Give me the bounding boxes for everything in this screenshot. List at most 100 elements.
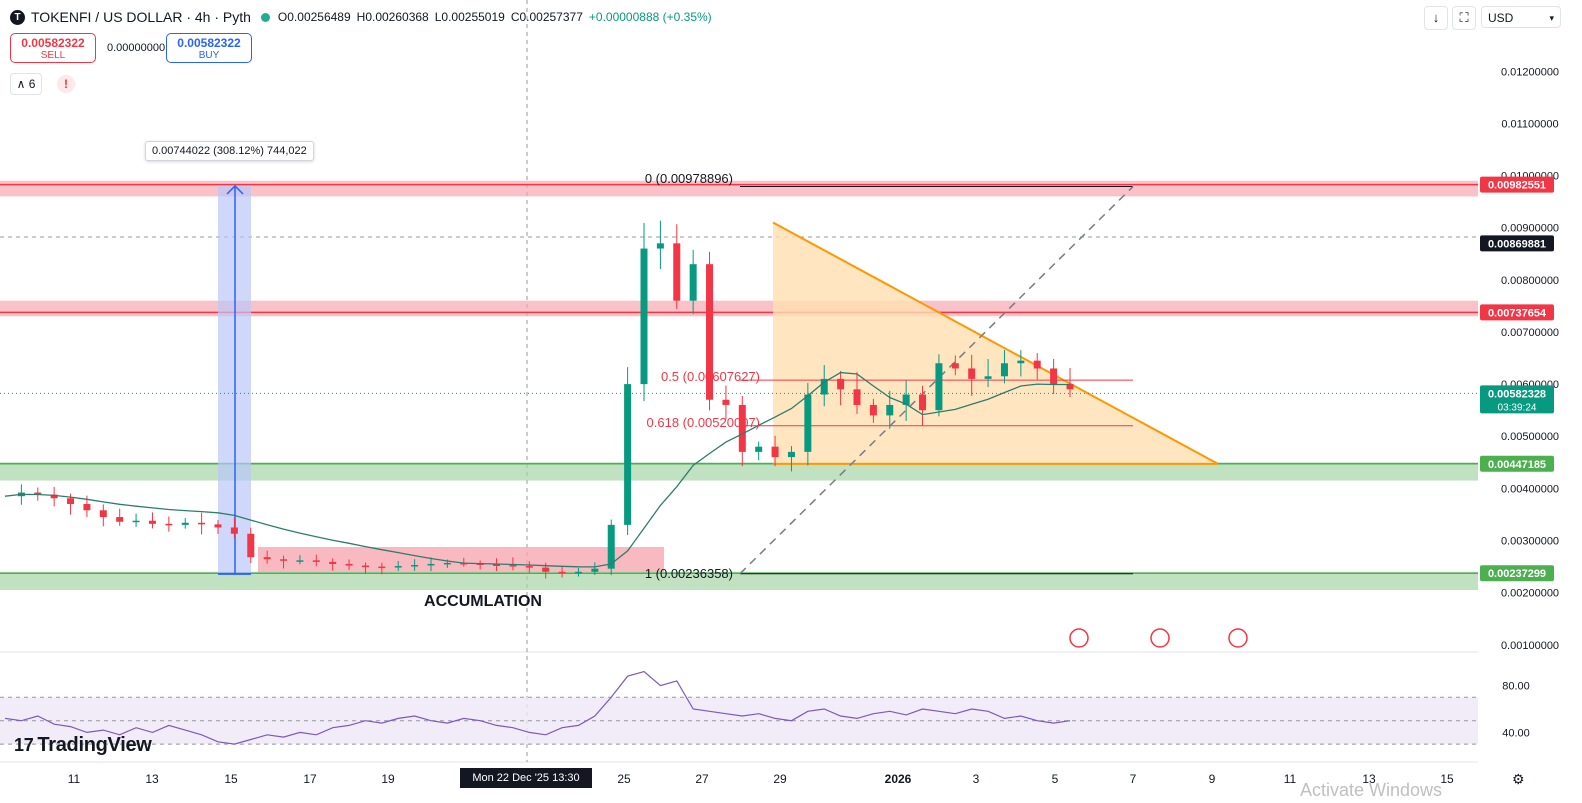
candle-body-6 xyxy=(99,510,107,518)
time-tick-label: 27 xyxy=(695,772,709,786)
rsi-tick-label: 40.00 xyxy=(1502,727,1530,739)
spread-value: 0.00000000 xyxy=(107,42,166,54)
candle-body-54 xyxy=(886,404,894,416)
fib-label-0: 0 (0.00978896) xyxy=(645,171,733,186)
measure-tooltip: 0.00744022 (308.12%) 744,022 xyxy=(145,141,314,161)
candle-body-41 xyxy=(673,243,681,301)
price-tick-label: 0.01100000 xyxy=(1501,118,1558,130)
price-label-resistance-bg xyxy=(1480,176,1554,193)
candle-body-25 xyxy=(411,565,419,567)
price-tick-label: 0.00700000 xyxy=(1501,327,1559,339)
measure-arrow-head xyxy=(226,184,244,195)
token-logo-icon: T xyxy=(10,9,25,25)
zone-support-2 xyxy=(0,462,1478,481)
time-tick-label: 9 xyxy=(1209,772,1216,786)
zone-support-3 xyxy=(0,571,1478,591)
price-label-last_price-bg xyxy=(1480,385,1554,414)
candle-body-37 xyxy=(607,524,615,569)
candle-body-55 xyxy=(902,394,910,405)
warning-icon[interactable]: ! xyxy=(57,75,75,93)
price-tick-label: 0.00200000 xyxy=(1501,588,1559,600)
price-label-support-bg xyxy=(1480,565,1554,582)
candle-body-58 xyxy=(951,363,959,369)
os-watermark: Activate Windows xyxy=(1300,780,1443,800)
time-tick-label: 15 xyxy=(1440,772,1454,786)
chevron-down-icon: ▾ xyxy=(1549,13,1554,23)
currency-value: USD xyxy=(1488,11,1514,25)
candle-body-7 xyxy=(116,517,124,522)
market-status-icon xyxy=(260,12,270,22)
price-label-support: 0.00237299 xyxy=(1488,568,1546,580)
fullscreen-icon[interactable]: ⛶ xyxy=(1452,6,1476,30)
ohlc-low: L0.00255019 xyxy=(434,10,505,24)
candle-body-43 xyxy=(706,264,714,400)
candle-body-62 xyxy=(1017,360,1025,364)
candle-body-52 xyxy=(853,389,861,405)
candle-body-31 xyxy=(509,565,517,567)
economic-event-flag-icon xyxy=(1150,628,1170,648)
price-tick-label: 0.00100000 xyxy=(1501,640,1559,652)
candle-body-27 xyxy=(443,562,451,565)
candle-body-11 xyxy=(181,522,189,525)
price-label-last_price: 0.00582328 xyxy=(1488,388,1546,400)
price-tick-label: 0.00900000 xyxy=(1501,223,1559,235)
candle-body-18 xyxy=(296,560,304,562)
candle-body-35 xyxy=(574,571,582,574)
indicators-count: 6 xyxy=(28,77,36,91)
time-tick-label: 13 xyxy=(1362,772,1376,786)
candle-body-44 xyxy=(722,399,730,405)
time-tick-label: 5 xyxy=(1052,772,1059,786)
price-label-crosshair-bg xyxy=(1480,235,1554,252)
crosshair-date-label: Mon 22 Dec '25 13:30 xyxy=(460,768,592,788)
fib-trend-line xyxy=(739,186,1134,575)
fib-label-1: 1 (0.00236358) xyxy=(645,566,733,581)
time-tick-label: 25 xyxy=(617,772,631,786)
candle-body-19 xyxy=(312,560,320,562)
buy-button[interactable]: 0.00582322 BUY xyxy=(166,33,252,63)
candle-body-56 xyxy=(919,394,927,411)
candle-body-60 xyxy=(984,376,992,379)
fib-label-0.5: 0.5 (0.00607627) xyxy=(661,369,760,384)
price-label-support-bg xyxy=(1480,455,1554,472)
economic-event-flag-icon xyxy=(1228,628,1248,648)
candle-body-65 xyxy=(1066,384,1074,390)
candle-body-22 xyxy=(361,565,369,568)
candle-body-50 xyxy=(820,378,828,395)
candle-body-57 xyxy=(935,363,943,411)
buy-label: BUY xyxy=(198,50,220,61)
candle-body-59 xyxy=(968,368,976,379)
candle-body-53 xyxy=(869,404,877,416)
currency-select[interactable]: USD ▾ xyxy=(1481,6,1561,28)
sell-button[interactable]: 0.00582322 SELL xyxy=(10,33,96,63)
sell-price: 0.00582322 xyxy=(21,36,85,50)
candle-body-26 xyxy=(427,563,435,566)
sell-label: SELL xyxy=(40,50,66,61)
download-icon[interactable]: ↓ xyxy=(1424,6,1448,30)
candle-body-47 xyxy=(771,446,779,458)
moving-average-line xyxy=(4,371,1070,568)
candle-body-16 xyxy=(263,557,271,560)
time-tick-label: 3 xyxy=(973,772,980,786)
candle-body-21 xyxy=(345,563,353,566)
candle-body-46 xyxy=(755,446,763,452)
price-label-crosshair: 0.00869881 xyxy=(1488,238,1546,250)
candle-body-40 xyxy=(656,243,664,249)
time-tick-label: 15 xyxy=(224,772,238,786)
candle-body-49 xyxy=(804,394,812,452)
rsi-tick-label: 80.00 xyxy=(1502,681,1530,693)
tradingview-logo[interactable]: 17 TradingView xyxy=(14,734,152,757)
time-tick-label: 11 xyxy=(1284,772,1297,786)
price-tick-label: 0.00400000 xyxy=(1501,483,1559,495)
candle-body-5 xyxy=(83,504,91,511)
settings-gear-icon[interactable]: ⚙ xyxy=(1512,771,1525,787)
accumulation-label: ACCUMLATION xyxy=(424,593,542,610)
candle-body-2 xyxy=(34,492,42,495)
indicators-toggle[interactable]: ∧ 6 xyxy=(10,73,42,95)
rsi-line xyxy=(4,670,1071,745)
candle-body-8 xyxy=(132,520,140,523)
candle-body-32 xyxy=(525,566,533,568)
symbol-title[interactable]: TOKENFI / US DOLLAR · 4h · Pyth xyxy=(31,9,251,25)
price-tick-label: 0.01200000 xyxy=(1501,66,1559,78)
candle-body-9 xyxy=(148,520,156,524)
